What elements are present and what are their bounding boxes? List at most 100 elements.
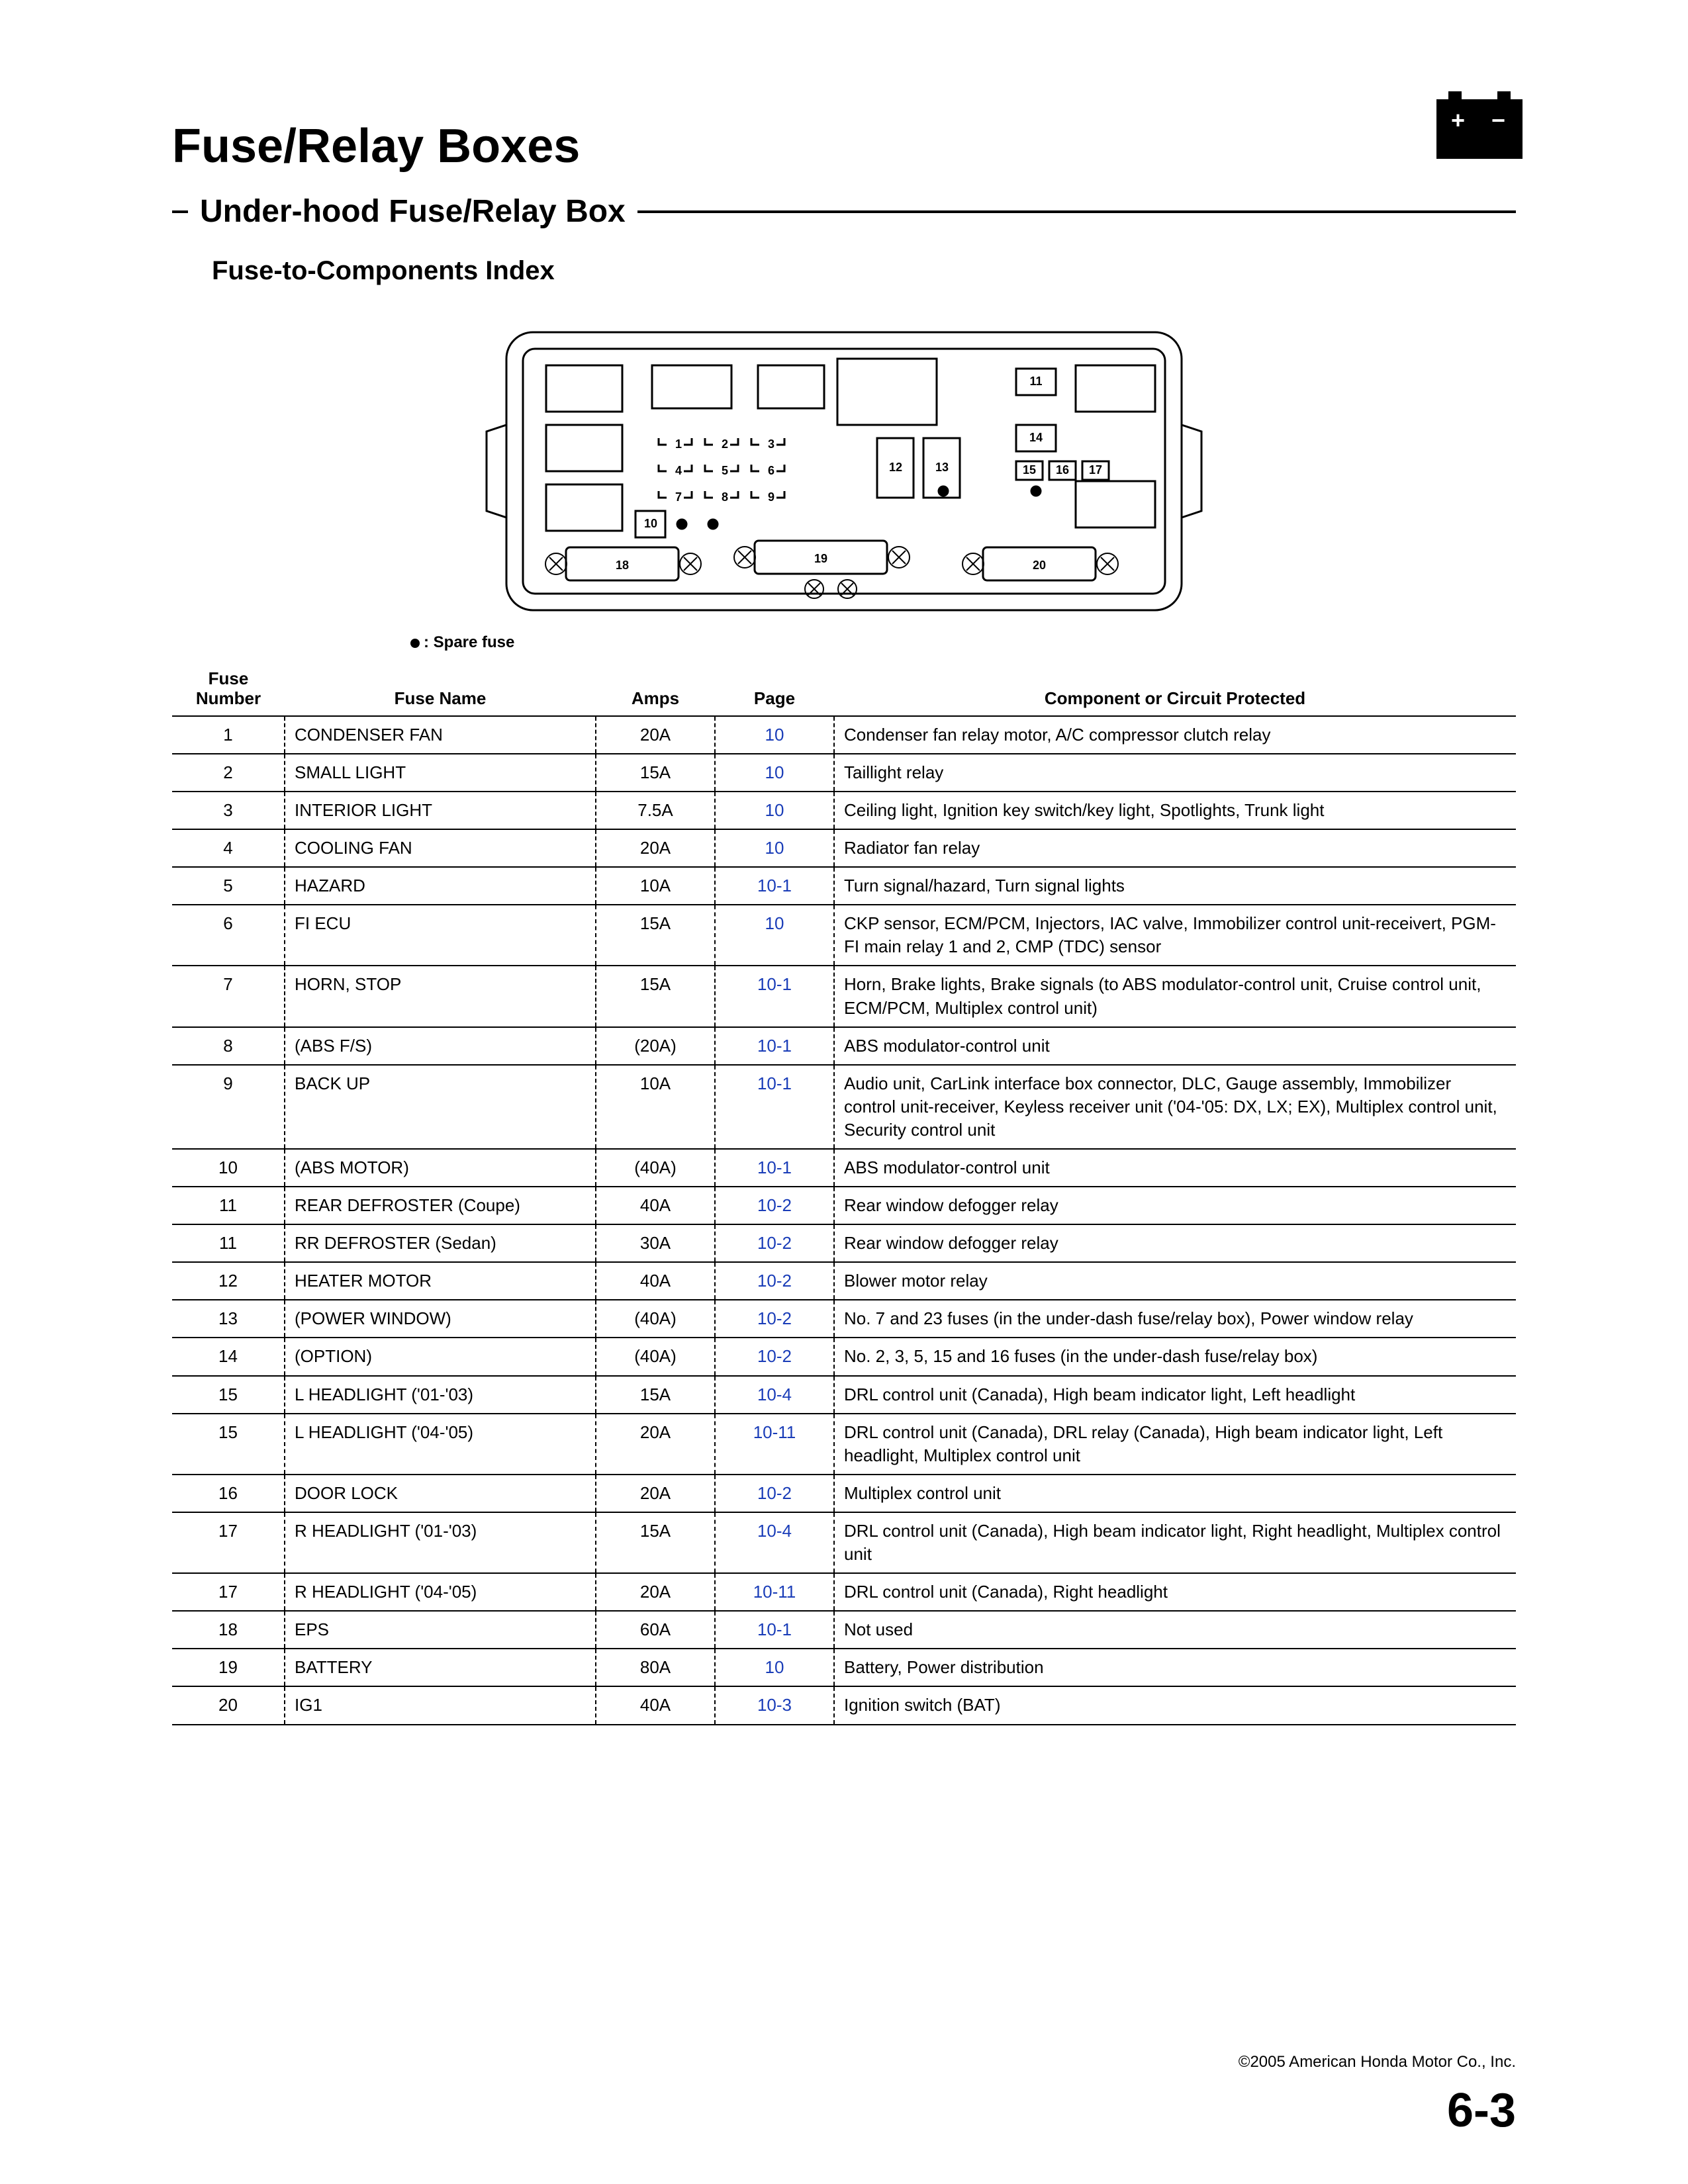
cell-component: Battery, Power distribution: [834, 1649, 1516, 1686]
cell-amps: 80A: [596, 1649, 715, 1686]
header-amps: Amps: [596, 664, 715, 716]
cell-amps: 15A: [596, 905, 715, 966]
cell-page-link[interactable]: 10: [715, 754, 834, 792]
cell-fuse-name: SMALL LIGHT: [285, 754, 596, 792]
cell-component: Rear window defogger relay: [834, 1224, 1516, 1262]
page: + − Fuse/Relay Boxes Under-hood Fuse/Rel…: [0, 0, 1688, 2184]
spare-fuse-legend: : Spare fuse: [410, 633, 1516, 652]
cell-fuse-name: RR DEFROSTER (Sedan): [285, 1224, 596, 1262]
cell-amps: 30A: [596, 1224, 715, 1262]
header-fuse-number: FuseNumber: [172, 664, 285, 716]
cell-amps: 15A: [596, 1376, 715, 1414]
cell-fuse-name: HORN, STOP: [285, 966, 596, 1026]
header-fuse-name: Fuse Name: [285, 664, 596, 716]
cell-page-link[interactable]: 10-1: [715, 867, 834, 905]
cell-page-link[interactable]: 10-2: [715, 1187, 834, 1224]
cell-page-link[interactable]: 10-2: [715, 1262, 834, 1300]
cell-component: Rear window defogger relay: [834, 1187, 1516, 1224]
table-row: 4COOLING FAN20A10Radiator fan relay: [172, 829, 1516, 867]
cell-amps: 10A: [596, 867, 715, 905]
cell-page-link[interactable]: 10-4: [715, 1376, 834, 1414]
cell-page-link[interactable]: 10-1: [715, 1027, 834, 1065]
svg-text:12: 12: [889, 461, 902, 474]
cell-component: ABS modulator-control unit: [834, 1027, 1516, 1065]
cell-component: Condenser fan relay motor, A/C compresso…: [834, 716, 1516, 754]
cell-amps: 15A: [596, 966, 715, 1026]
cell-amps: 40A: [596, 1686, 715, 1724]
cell-component: DRL control unit (Canada), DRL relay (Ca…: [834, 1414, 1516, 1475]
cell-fuse-name: EPS: [285, 1611, 596, 1649]
cell-amps: 40A: [596, 1262, 715, 1300]
table-row: 20IG140A10-3Ignition switch (BAT): [172, 1686, 1516, 1724]
copyright-text: ©2005 American Honda Motor Co., Inc.: [1239, 2053, 1516, 2071]
cell-fuse-name: FI ECU: [285, 905, 596, 966]
cell-page-link[interactable]: 10-1: [715, 966, 834, 1026]
table-row: 3INTERIOR LIGHT7.5A10Ceiling light, Igni…: [172, 792, 1516, 829]
cell-page-link[interactable]: 10-2: [715, 1224, 834, 1262]
cell-amps: 20A: [596, 716, 715, 754]
svg-text:1: 1: [675, 437, 682, 451]
cell-amps: (40A): [596, 1338, 715, 1375]
cell-fuse-number: 1: [172, 716, 285, 754]
cell-component: Multiplex control unit: [834, 1475, 1516, 1512]
cell-page-link[interactable]: 10-1: [715, 1149, 834, 1187]
svg-text:7: 7: [675, 490, 682, 504]
cell-fuse-name: COOLING FAN: [285, 829, 596, 867]
svg-text:6: 6: [768, 464, 774, 477]
table-row: 17R HEADLIGHT ('04-'05)20A10-11DRL contr…: [172, 1573, 1516, 1611]
cell-page-link[interactable]: 10: [715, 1649, 834, 1686]
cell-amps: 10A: [596, 1065, 715, 1149]
table-row: 13(POWER WINDOW)(40A)10-2No. 7 and 23 fu…: [172, 1300, 1516, 1338]
battery-minus-icon: −: [1491, 109, 1505, 132]
cell-fuse-name: R HEADLIGHT ('01-'03): [285, 1512, 596, 1573]
cell-fuse-name: HEATER MOTOR: [285, 1262, 596, 1300]
cell-page-link[interactable]: 10-1: [715, 1065, 834, 1149]
cell-fuse-number: 18: [172, 1611, 285, 1649]
cell-fuse-number: 13: [172, 1300, 285, 1338]
table-row: 6FI ECU15A10CKP sensor, ECM/PCM, Injecto…: [172, 905, 1516, 966]
header-page: Page: [715, 664, 834, 716]
table-row: 15L HEADLIGHT ('04-'05)20A10-11DRL contr…: [172, 1414, 1516, 1475]
cell-page-link[interactable]: 10: [715, 716, 834, 754]
cell-page-link[interactable]: 10-2: [715, 1300, 834, 1338]
cell-amps: 7.5A: [596, 792, 715, 829]
cell-amps: 15A: [596, 754, 715, 792]
cell-page-link[interactable]: 10-11: [715, 1573, 834, 1611]
cell-page-link[interactable]: 10-2: [715, 1338, 834, 1375]
cell-page-link[interactable]: 10-2: [715, 1475, 834, 1512]
cell-fuse-name: BATTERY: [285, 1649, 596, 1686]
svg-text:2: 2: [722, 437, 728, 451]
cell-component: DRL control unit (Canada), High beam ind…: [834, 1512, 1516, 1573]
cell-fuse-name: INTERIOR LIGHT: [285, 792, 596, 829]
cell-fuse-name: (OPTION): [285, 1338, 596, 1375]
cell-fuse-number: 17: [172, 1573, 285, 1611]
cell-component: Turn signal/hazard, Turn signal lights: [834, 867, 1516, 905]
cell-fuse-number: 5: [172, 867, 285, 905]
cell-amps: 20A: [596, 1475, 715, 1512]
svg-text:4: 4: [675, 464, 682, 477]
cell-page-link[interactable]: 10: [715, 829, 834, 867]
cell-page-link[interactable]: 10-1: [715, 1611, 834, 1649]
cell-page-link[interactable]: 10-3: [715, 1686, 834, 1724]
cell-fuse-name: CONDENSER FAN: [285, 716, 596, 754]
cell-component: No. 7 and 23 fuses (in the under-dash fu…: [834, 1300, 1516, 1338]
cell-page-link[interactable]: 10: [715, 792, 834, 829]
cell-fuse-number: 19: [172, 1649, 285, 1686]
page-title: Fuse/Relay Boxes: [172, 119, 1516, 173]
subtitle-row: Under-hood Fuse/Relay Box: [172, 193, 1516, 230]
cell-fuse-name: DOOR LOCK: [285, 1475, 596, 1512]
cell-page-link[interactable]: 10: [715, 905, 834, 966]
cell-amps: 20A: [596, 1414, 715, 1475]
table-row: 17R HEADLIGHT ('01-'03)15A10-4DRL contro…: [172, 1512, 1516, 1573]
cell-page-link[interactable]: 10-4: [715, 1512, 834, 1573]
svg-text:10: 10: [644, 517, 657, 530]
table-row: 18EPS60A10-1Not used: [172, 1611, 1516, 1649]
cell-page-link[interactable]: 10-11: [715, 1414, 834, 1475]
spare-fuse-dot-icon: [410, 639, 420, 648]
cell-amps: 20A: [596, 829, 715, 867]
cell-fuse-name: L HEADLIGHT ('01-'03): [285, 1376, 596, 1414]
cell-amps: 15A: [596, 1512, 715, 1573]
cell-amps: (40A): [596, 1149, 715, 1187]
cell-fuse-number: 10: [172, 1149, 285, 1187]
cell-fuse-number: 11: [172, 1224, 285, 1262]
